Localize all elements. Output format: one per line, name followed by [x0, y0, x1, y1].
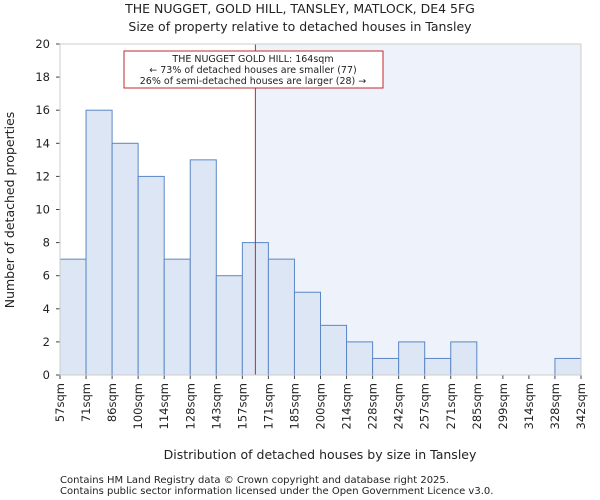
annotation-line2: ← 73% of detached houses are smaller (77…: [149, 65, 356, 76]
x-tick-label: 257sqm: [418, 383, 432, 429]
bar-114sqm: [163, 258, 191, 376]
y-tick-label: 20: [35, 37, 50, 51]
y-tick-label: 18: [35, 70, 50, 84]
x-tick-label: 57sqm: [53, 383, 67, 422]
plot-frame: [59, 43, 582, 376]
annotation-frame: [123, 50, 384, 89]
y-tick-label: 6: [43, 269, 50, 283]
bar-171sqm: [267, 258, 295, 376]
y-tick-label: 14: [35, 136, 50, 150]
x-tick-label: 285sqm: [470, 383, 484, 429]
x-tick-label: 328sqm: [548, 383, 562, 429]
x-tick-label: 185sqm: [287, 383, 301, 429]
x-tick-label: 143sqm: [209, 383, 223, 429]
bar-271sqm: [450, 341, 478, 376]
x-tick-label: 114sqm: [157, 383, 171, 429]
x-tick-label: 242sqm: [392, 383, 406, 429]
x-axis-ticks: 57sqm 71sqm 86sqm 100sqm 114sqm 128sqm 143sqm 1…: [53, 375, 588, 429]
y-tick-label: 4: [43, 302, 50, 316]
y-tick-label: 0: [43, 368, 50, 382]
bar-143sqm: [215, 275, 243, 376]
bar-71sqm: [85, 109, 113, 376]
x-tick-label: 157sqm: [235, 383, 249, 429]
x-tick-label: 299sqm: [496, 383, 510, 429]
x-axis-label: Distribution of detached houses by size …: [164, 447, 477, 462]
y-tick-label: 16: [35, 103, 50, 117]
x-tick-label: 200sqm: [314, 383, 328, 429]
y-axis-label: Number of detached properties: [2, 112, 17, 309]
bar-228sqm: [372, 357, 400, 376]
y-tick-label: 8: [43, 236, 50, 250]
chart-title-line2: Size of property relative to detached ho…: [128, 19, 472, 34]
x-tick-label: 214sqm: [340, 383, 354, 429]
x-tick-label: 128sqm: [183, 383, 197, 429]
bar-57sqm: [59, 258, 87, 376]
bar-242sqm: [398, 341, 426, 376]
y-tick-label: 10: [35, 203, 50, 217]
bar-86sqm: [111, 142, 139, 376]
x-tick-label: 100sqm: [131, 383, 145, 429]
bar-328sqm: [554, 357, 582, 376]
y-axis-ticks: 0 2 4 6 8 10 12 14 16 18 20: [35, 37, 60, 382]
annotation-line3: 26% of semi-detached houses are larger (…: [140, 76, 367, 87]
x-tick-label: 314sqm: [522, 383, 536, 429]
bar-100sqm: [137, 175, 165, 376]
bar-128sqm: [189, 159, 217, 376]
bar-185sqm: [293, 291, 322, 376]
x-tick-label: 228sqm: [366, 383, 380, 429]
bar-214sqm: [346, 341, 374, 376]
annotation-line1: THE NUGGET GOLD HILL: 164sqm: [171, 54, 333, 65]
y-tick-label: 12: [35, 169, 50, 183]
x-tick-label: 171sqm: [261, 383, 275, 429]
chart-title-line1: THE NUGGET, GOLD HILL, TANSLEY, MATLOCK,…: [124, 1, 475, 16]
annotation-box: THE NUGGET GOLD HILL: 164sqm ← 73% of de…: [123, 50, 384, 89]
x-tick-label: 271sqm: [444, 383, 458, 429]
x-tick-label: 342sqm: [574, 383, 588, 429]
x-tick-label: 71sqm: [79, 383, 93, 422]
footer-line1: Contains HM Land Registry data © Crown c…: [60, 475, 449, 486]
bar-257sqm: [424, 357, 452, 376]
x-tick-label: 86sqm: [105, 383, 119, 422]
bar-200sqm: [320, 324, 348, 376]
footer-line2: Contains public sector information licen…: [60, 486, 493, 497]
y-tick-label: 2: [43, 335, 50, 349]
